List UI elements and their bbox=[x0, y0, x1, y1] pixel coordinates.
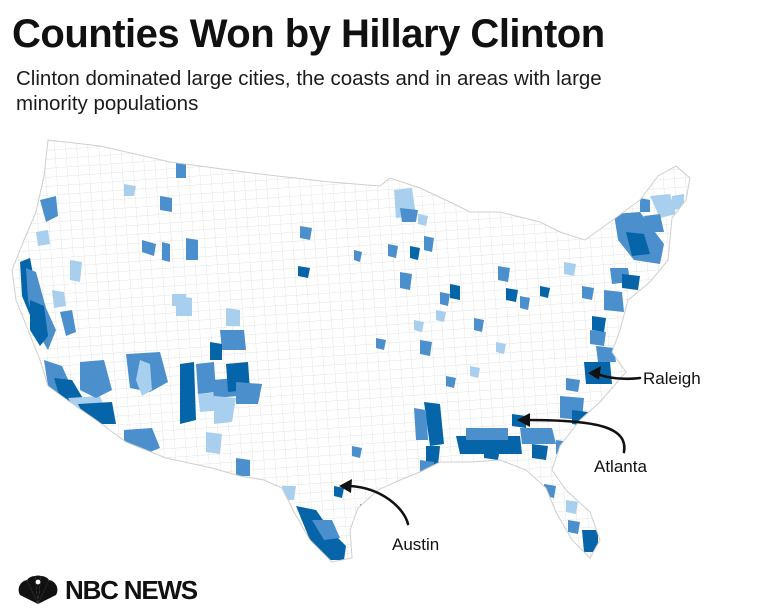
annotation-arrowheads bbox=[339, 366, 601, 493]
county-nyc bbox=[622, 274, 640, 290]
county-va-south bbox=[590, 330, 606, 346]
county-fl-tampa bbox=[568, 520, 580, 534]
county-co-3 bbox=[214, 396, 236, 424]
county-mt-north bbox=[176, 162, 186, 178]
label-atlanta: Atlanta bbox=[594, 457, 647, 476]
annotation-labels: Raleigh Atlanta Austin bbox=[392, 369, 701, 554]
county-ks bbox=[376, 338, 386, 350]
county-pacific-nw-2 bbox=[36, 230, 50, 246]
county-black-belt bbox=[456, 436, 522, 454]
county-id bbox=[186, 238, 198, 260]
county-pacific-nw bbox=[40, 196, 58, 222]
county-ca-inland bbox=[52, 290, 66, 308]
county-wy bbox=[160, 196, 172, 212]
county-dc bbox=[592, 316, 606, 332]
county-oh-2 bbox=[540, 286, 550, 298]
county-al bbox=[484, 446, 500, 460]
county-mt-3 bbox=[124, 184, 136, 196]
county-nv-north bbox=[172, 294, 186, 306]
county-fl bbox=[544, 484, 556, 498]
county-nevada bbox=[80, 360, 112, 398]
county-tn-2 bbox=[470, 366, 480, 378]
atlanta-arrowhead bbox=[517, 413, 530, 427]
annotation-arrows bbox=[348, 372, 642, 526]
county-fl-2 bbox=[566, 500, 578, 514]
county-ok bbox=[414, 320, 424, 332]
county-wi-3 bbox=[418, 214, 428, 226]
brand-wordmark: NBC NEWS bbox=[65, 575, 198, 605]
county-colorado-front bbox=[220, 330, 246, 350]
county-tx-west-2 bbox=[238, 480, 252, 498]
county-ga-2 bbox=[520, 428, 556, 444]
county-la-south bbox=[440, 470, 456, 486]
county-mn-3 bbox=[388, 244, 398, 258]
county-mo-2 bbox=[436, 310, 446, 322]
austin-arrow bbox=[348, 484, 410, 526]
county-tx-houston bbox=[360, 504, 370, 516]
county-mt-2 bbox=[142, 240, 156, 256]
county-ia bbox=[400, 272, 412, 290]
county-nd bbox=[300, 226, 312, 240]
county-new-england bbox=[650, 194, 676, 218]
raleigh-arrowhead bbox=[588, 366, 601, 380]
county-ne bbox=[298, 266, 310, 278]
county-mi-2 bbox=[506, 288, 518, 302]
label-austin: Austin bbox=[392, 535, 439, 554]
county-oh bbox=[520, 296, 530, 310]
county-ga-3 bbox=[532, 444, 548, 460]
county-bay-area bbox=[30, 300, 48, 346]
county-tn bbox=[446, 376, 456, 388]
county-mid-atlantic bbox=[604, 290, 624, 312]
raleigh-arrow bbox=[596, 372, 642, 381]
county-or bbox=[60, 310, 76, 336]
county-sd bbox=[354, 250, 362, 262]
peacock-icon bbox=[18, 575, 58, 604]
county-co-2 bbox=[236, 382, 262, 404]
county-az bbox=[136, 360, 152, 396]
county-colorado-3 bbox=[226, 308, 240, 326]
county-grid bbox=[12, 140, 690, 562]
us-county-map: Raleigh Atlanta Austin bbox=[11, 139, 701, 563]
county-pa-2 bbox=[582, 286, 594, 300]
county-mo bbox=[420, 340, 432, 356]
us-outline bbox=[11, 139, 691, 563]
county-ms-delta bbox=[424, 402, 444, 446]
county-pa bbox=[564, 262, 576, 276]
county-ca-north bbox=[70, 260, 82, 282]
county-il-2 bbox=[440, 292, 450, 306]
county-wi-2 bbox=[424, 236, 434, 252]
county-mn-2 bbox=[400, 208, 418, 222]
county-four-corners bbox=[180, 362, 196, 424]
county-fl-south bbox=[582, 530, 598, 552]
county-black-belt-2 bbox=[466, 428, 508, 440]
county-nm-south bbox=[206, 432, 222, 454]
county-il bbox=[450, 284, 460, 300]
county-maine bbox=[672, 194, 684, 210]
county-south-texas-2 bbox=[312, 520, 340, 540]
county-colorado-2 bbox=[210, 342, 222, 360]
county-tx-dallas bbox=[352, 446, 362, 458]
county-ms-delta-2 bbox=[414, 408, 428, 440]
county-vt bbox=[640, 198, 650, 212]
map-subtitle: Clinton dominated large cities, the coas… bbox=[16, 67, 602, 115]
atlanta-arrow bbox=[526, 418, 626, 454]
county-mi bbox=[498, 266, 510, 282]
label-raleigh: Raleigh bbox=[643, 369, 701, 388]
county-mt bbox=[162, 242, 170, 262]
map-title: Counties Won by Hillary Clinton bbox=[12, 12, 605, 56]
county-tx-west bbox=[236, 458, 250, 476]
counties-layer bbox=[12, 140, 690, 562]
county-in bbox=[474, 318, 484, 332]
county-nc-east-2 bbox=[596, 346, 616, 362]
county-nc-3 bbox=[566, 378, 580, 392]
county-new-england-2 bbox=[644, 214, 664, 232]
county-wi bbox=[410, 246, 420, 260]
county-northeast-2 bbox=[626, 232, 650, 256]
county-austin bbox=[334, 486, 344, 498]
austin-arrowhead bbox=[339, 479, 352, 493]
nbc-news-logo: NBC NEWS bbox=[16, 573, 198, 607]
county-ky bbox=[496, 342, 506, 354]
county-nm-north bbox=[196, 362, 216, 394]
county-ms-delta-3 bbox=[426, 446, 440, 466]
